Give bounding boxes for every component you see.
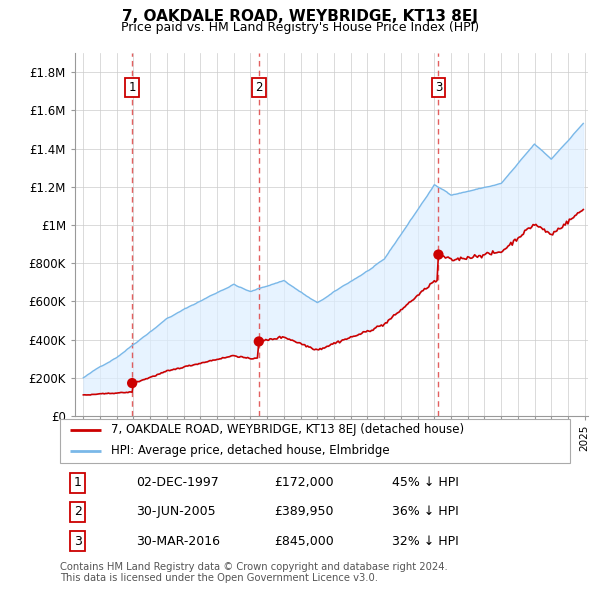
FancyBboxPatch shape [60, 419, 570, 463]
Text: 3: 3 [435, 81, 442, 94]
Text: 02-DEC-1997: 02-DEC-1997 [137, 476, 219, 489]
Text: 30-MAR-2016: 30-MAR-2016 [137, 535, 221, 548]
Text: 30-JUN-2005: 30-JUN-2005 [137, 505, 216, 519]
Text: £845,000: £845,000 [274, 535, 334, 548]
Text: 3: 3 [74, 535, 82, 548]
Text: 32% ↓ HPI: 32% ↓ HPI [392, 535, 458, 548]
Text: £389,950: £389,950 [274, 505, 334, 519]
Text: 2: 2 [255, 81, 263, 94]
Text: 2: 2 [74, 505, 82, 519]
Text: 7, OAKDALE ROAD, WEYBRIDGE, KT13 8EJ (detached house): 7, OAKDALE ROAD, WEYBRIDGE, KT13 8EJ (de… [111, 424, 464, 437]
Point [127, 378, 137, 388]
Text: 1: 1 [128, 81, 136, 94]
Point [434, 250, 443, 259]
Text: 7, OAKDALE ROAD, WEYBRIDGE, KT13 8EJ: 7, OAKDALE ROAD, WEYBRIDGE, KT13 8EJ [122, 9, 478, 24]
Text: 36% ↓ HPI: 36% ↓ HPI [392, 505, 458, 519]
Text: 1: 1 [74, 476, 82, 489]
Text: £172,000: £172,000 [274, 476, 334, 489]
Text: 45% ↓ HPI: 45% ↓ HPI [392, 476, 458, 489]
Text: Price paid vs. HM Land Registry's House Price Index (HPI): Price paid vs. HM Land Registry's House … [121, 21, 479, 34]
Point [254, 337, 263, 346]
Text: Contains HM Land Registry data © Crown copyright and database right 2024.
This d: Contains HM Land Registry data © Crown c… [60, 562, 448, 584]
Text: HPI: Average price, detached house, Elmbridge: HPI: Average price, detached house, Elmb… [111, 444, 389, 457]
